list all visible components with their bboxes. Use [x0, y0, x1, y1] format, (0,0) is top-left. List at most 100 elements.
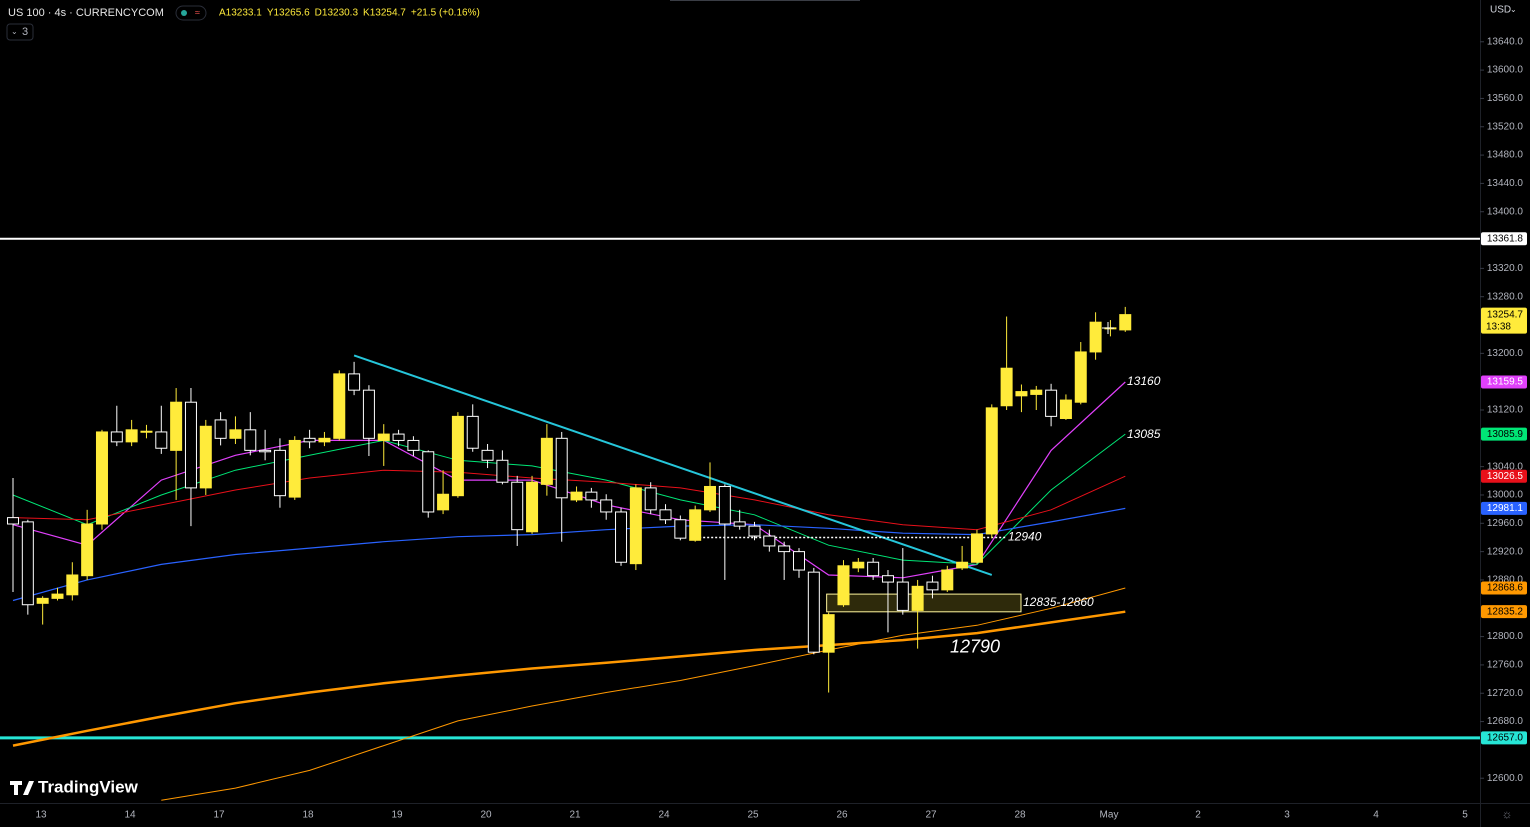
moving-average — [12, 469, 1126, 531]
candle-body — [629, 487, 642, 565]
x-tick-label: 20 — [480, 810, 492, 821]
settings-icon[interactable]: ☼ — [1502, 807, 1513, 821]
candle-body — [95, 431, 108, 525]
y-tick-label: 12880.0 — [1487, 575, 1524, 586]
x-tick-label: 14 — [124, 810, 136, 821]
candle-body — [689, 509, 702, 541]
candle-body — [792, 551, 805, 571]
y-tick-label: 13120.0 — [1487, 405, 1524, 416]
candle-body — [140, 430, 153, 433]
candle-body — [644, 487, 657, 511]
x-tick-label: 26 — [836, 810, 848, 821]
candle-body — [659, 509, 672, 521]
x-tick-label: 4 — [1373, 810, 1379, 821]
x-tick-label: 28 — [1014, 810, 1026, 821]
annotation: 13160 — [1127, 374, 1161, 388]
countdown: 13:38 — [1486, 321, 1511, 332]
candle-body — [66, 574, 79, 596]
candle-body — [511, 481, 524, 531]
price-badge-label: 13026.5 — [1487, 471, 1524, 482]
price-badge-label: 12657.0 — [1487, 732, 1524, 743]
candle-body — [1059, 399, 1072, 419]
candle-body — [496, 459, 509, 483]
trendline — [353, 354, 993, 576]
candle-body — [36, 597, 49, 604]
candle-body — [1030, 389, 1043, 395]
candle-body — [718, 485, 731, 525]
x-tick-label: May — [1100, 810, 1119, 821]
annotation: 12940 — [1008, 530, 1042, 544]
price-badge-label: 12835.2 — [1487, 606, 1524, 617]
candle-body — [778, 545, 791, 553]
candle-body — [288, 439, 301, 498]
y-tick-label: 12680.0 — [1487, 716, 1524, 727]
y-tick-label: 13600.0 — [1487, 65, 1524, 76]
candle-body — [985, 407, 998, 535]
ohlc-value: D13230.3 — [315, 8, 359, 19]
candle-body — [956, 561, 969, 569]
currency-chevron: ⌄ — [1510, 5, 1517, 14]
candle-body — [970, 533, 983, 563]
moving-average — [12, 610, 1126, 747]
candle-body — [81, 523, 94, 577]
candle-body — [1015, 391, 1028, 397]
candle-body — [362, 389, 375, 439]
price-badge — [1481, 501, 1527, 515]
indicators-toggle[interactable] — [6, 23, 34, 41]
candle-body — [170, 401, 183, 451]
candle-body — [926, 581, 939, 591]
candle-body — [1074, 351, 1087, 403]
candle-body — [437, 493, 450, 511]
logo-mark — [10, 781, 34, 795]
cursor — [1102, 322, 1114, 334]
moving-average — [12, 507, 1126, 602]
price-badge — [1481, 469, 1527, 483]
price-badge — [1481, 581, 1527, 595]
candle-body — [1119, 314, 1132, 331]
candle-body — [377, 433, 390, 441]
candle-body — [199, 425, 212, 489]
candle-body — [229, 429, 242, 439]
price-badge — [1481, 232, 1527, 246]
zone-box — [826, 593, 1022, 613]
price-badge — [1481, 427, 1527, 441]
candle-body — [451, 415, 464, 497]
candle-body — [733, 521, 746, 527]
x-tick-label: 5 — [1462, 810, 1468, 821]
candle-body — [1045, 389, 1058, 417]
x-tick-label: 18 — [302, 810, 314, 821]
y-tick-label: 13560.0 — [1487, 93, 1524, 104]
candle-body — [896, 581, 909, 611]
y-tick-label: 13280.0 — [1487, 291, 1524, 302]
candle-body — [392, 433, 405, 441]
candle-body — [615, 511, 628, 563]
price-badge — [1481, 605, 1527, 619]
toggle-chevron: ⌄ — [11, 27, 18, 36]
indicators-count[interactable]: 3 — [22, 26, 28, 38]
candle-body — [155, 431, 168, 449]
candle-body — [763, 535, 776, 547]
candle-body — [303, 437, 316, 443]
candle-body — [570, 491, 583, 501]
candle-body — [1000, 367, 1013, 407]
candle-body — [867, 561, 880, 577]
candle-body — [704, 485, 717, 511]
y-tick-label: 13040.0 — [1487, 461, 1524, 472]
price-badge — [1481, 731, 1527, 745]
y-tick-label: 13440.0 — [1487, 178, 1524, 189]
symbol-title[interactable]: US 100 · 4s · CURRENCYCOM — [8, 7, 164, 19]
ohlc-readout: A13233.1 Y13265.6 D13230.3 K13254.7 +21.5 (+… — [219, 8, 480, 19]
candle-body — [526, 481, 539, 533]
y-tick-label: 12960.0 — [1487, 518, 1524, 529]
candle-body — [466, 415, 479, 449]
y-tick-label: 12800.0 — [1487, 631, 1524, 642]
last-price: 13254.7 — [1487, 309, 1524, 320]
price-badge-label: 12868.6 — [1487, 583, 1524, 594]
currency[interactable]: USD — [1490, 5, 1511, 16]
moving-average — [12, 433, 1126, 565]
candle-body — [837, 565, 850, 606]
candle-body — [481, 449, 494, 461]
